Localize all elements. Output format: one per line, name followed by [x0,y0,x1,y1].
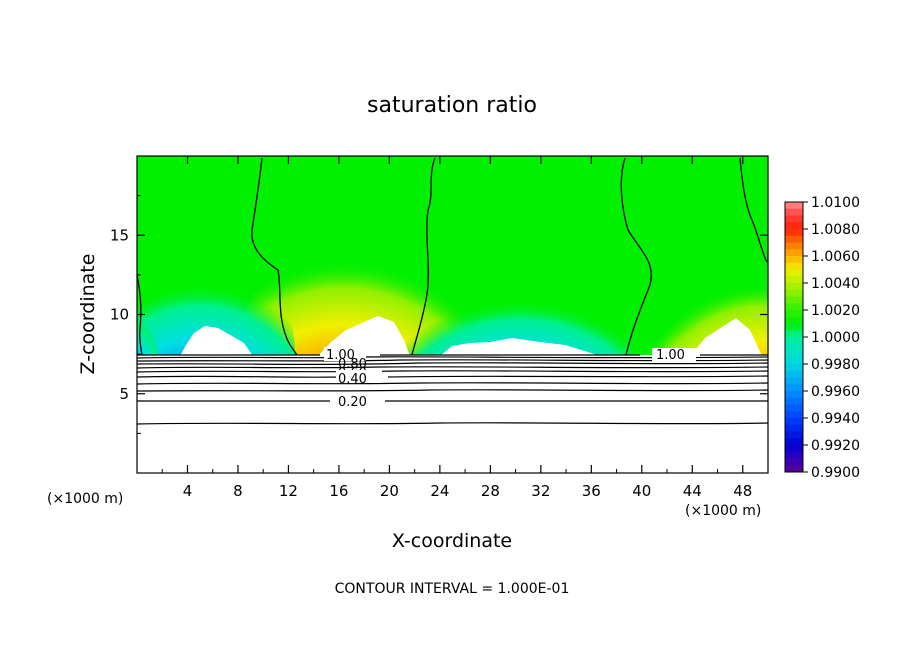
x-axis-label: X-coordinate [392,530,512,552]
x-unit-label: (×1000 m) [685,503,761,519]
colorbar-cell [785,222,803,230]
white-mound-2 [318,316,410,356]
colorbar-cell [785,418,803,426]
colorbar-cell [785,229,803,237]
colorbar-label: 1.0020 [811,303,860,319]
colorbar-label: 1.0080 [811,222,860,238]
contour-label-5: 0.20 [338,395,367,410]
colorbar-cell [785,289,803,297]
colorbar-cell [785,249,803,257]
colorbar-cell [785,215,803,223]
colorbar-cell [785,465,803,473]
y-axis-label: Z-coordinate [77,254,99,375]
contour-label-4: 0.40 [338,372,367,387]
colorbar-cell [785,357,803,365]
white-mound-1 [180,326,253,356]
colorbar-label: 0.9920 [811,438,860,454]
colorbar-cell [785,391,803,399]
colorbar-label: 1.0000 [811,330,860,346]
colorbar-label: 1.0100 [811,195,860,211]
colorbar-cell [785,451,803,459]
colorbar-label: 0.9900 [811,465,860,481]
contour-interval-note: CONTOUR INTERVAL = 1.000E-01 [335,581,570,597]
colorbar-cell [785,404,803,412]
colorbar-cell [785,411,803,419]
x-tick-label: 28 [481,482,500,500]
y-tick-label: 10 [110,306,129,324]
white-mound-3 [440,338,600,356]
upper-contours [137,157,768,356]
colorbar-cell [785,384,803,392]
x-tick-label: 16 [329,482,348,500]
colorbar-cell [785,235,803,243]
y-tick-label: 5 [119,385,129,403]
y-axis-ticks: 5 10 15 [110,195,768,434]
plot-area: 1.00 0.80 0.60 0.40 0.20 1.00 [137,156,768,473]
colorbar-label: 1.0060 [811,249,860,265]
colorbar-cell [785,256,803,264]
contour-label-6: 1.00 [656,348,685,363]
colorbar-label: 0.9960 [811,384,860,400]
contour-label-1: 1.00 [326,348,355,363]
x-tick-label: 20 [380,482,399,500]
colorbar-cell [785,242,803,250]
colorbar-cell [785,364,803,372]
y-tick-label: 15 [110,226,129,244]
colorbar-cell [785,330,803,338]
colorbar-label: 0.9940 [811,411,860,427]
colorbar-cell [785,377,803,385]
x-tick-label: 8 [233,482,243,500]
colorbar-cell [785,208,803,216]
colorbar-cell [785,262,803,270]
colorbar-cell [785,445,803,453]
colorbar-cell [785,310,803,318]
colorbar-cell [785,343,803,351]
chart-title: saturation ratio [367,93,537,118]
colorbar-cell [785,438,803,446]
x-tick-label: 48 [733,482,752,500]
x-tick-label: 4 [183,482,193,500]
colorbar-cell [785,269,803,277]
white-mound-4 [690,318,762,356]
z-unit-label: (×1000 m) [47,491,123,507]
colorbar-cell [785,337,803,345]
colorbar-cell [785,283,803,291]
colorbar-label: 0.9980 [811,357,860,373]
colorbar-cell [785,370,803,378]
colorbar-cell [785,431,803,439]
colorbar-cell [785,350,803,358]
x-tick-label: 12 [279,482,298,500]
x-tick-label: 40 [632,482,651,500]
colorbar-cell [785,276,803,284]
colorbar-cell [785,202,803,210]
x-tick-label: 36 [582,482,601,500]
x-tick-label: 24 [430,482,449,500]
colorbar-label: 1.0040 [811,276,860,292]
contour-label-2: 0.80 [338,357,367,372]
colorbar-cell [785,303,803,311]
x-tick-label: 32 [531,482,550,500]
colorbar: 1.0100 1.0080 1.0060 1.0040 1.0020 1.0000 0.99… [784,195,860,481]
x-axis-ticks: 4 8 12 16 20 24 28 32 36 40 44 48 [161,156,752,500]
colorbar-cell [785,323,803,331]
colorbar-cell [785,296,803,304]
x-tick-label: 44 [683,482,702,500]
colorbar-cell [785,458,803,466]
colorbar-cell [785,316,803,324]
lower-region [137,355,768,473]
colorbar-cell [785,397,803,405]
colorbar-cell [785,424,803,432]
